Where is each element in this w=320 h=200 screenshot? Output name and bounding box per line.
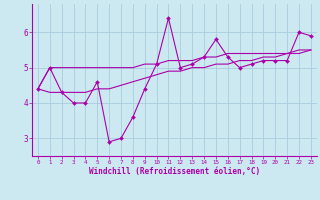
X-axis label: Windchill (Refroidissement éolien,°C): Windchill (Refroidissement éolien,°C) <box>89 167 260 176</box>
